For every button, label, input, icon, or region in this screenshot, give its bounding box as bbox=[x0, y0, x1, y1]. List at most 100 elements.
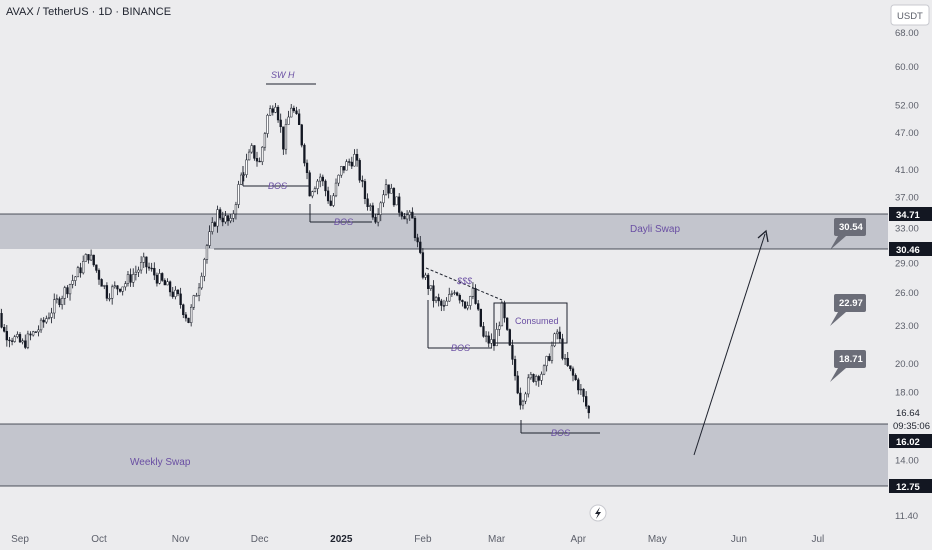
candle-body bbox=[474, 288, 477, 304]
time-tick-label: Jul bbox=[812, 534, 825, 545]
candle-body bbox=[503, 302, 506, 319]
candle-body bbox=[76, 267, 80, 278]
target-badge-2: 22.97 bbox=[830, 294, 866, 326]
candle-body bbox=[305, 162, 309, 173]
candle-body bbox=[100, 279, 103, 287]
candle-body bbox=[387, 184, 390, 194]
candle-body bbox=[282, 126, 285, 150]
price-tick-label: 33.00 bbox=[895, 224, 919, 235]
currency-button[interactable]: USDT bbox=[890, 4, 930, 26]
candle-body bbox=[395, 196, 398, 206]
candle-body bbox=[482, 326, 485, 337]
candle-body bbox=[508, 329, 511, 346]
price-tick-label: 68.00 bbox=[895, 28, 919, 39]
candle-body bbox=[232, 213, 235, 219]
candle-body bbox=[155, 274, 159, 284]
candle-body bbox=[66, 287, 69, 295]
candle-body bbox=[182, 304, 185, 316]
candle-body bbox=[450, 293, 454, 295]
candle-body bbox=[311, 191, 314, 197]
candle-body bbox=[229, 218, 232, 222]
candle-body bbox=[545, 356, 548, 367]
candle-body bbox=[434, 297, 438, 302]
candle-body bbox=[332, 195, 335, 206]
candle-body bbox=[129, 274, 132, 283]
candle-body bbox=[171, 291, 174, 297]
candle-body bbox=[424, 274, 427, 278]
candle-body bbox=[111, 286, 114, 299]
candle-body bbox=[37, 329, 40, 333]
candle-body bbox=[108, 298, 111, 300]
candle-body bbox=[403, 216, 406, 220]
candle-body bbox=[174, 289, 177, 297]
candle-body bbox=[55, 298, 59, 300]
candle-body bbox=[537, 376, 540, 381]
candle-body bbox=[118, 288, 122, 292]
candle-body bbox=[82, 261, 85, 274]
candle-body bbox=[324, 180, 327, 192]
candle-body bbox=[274, 106, 277, 113]
candle-body bbox=[440, 300, 443, 306]
candle-body bbox=[466, 305, 469, 309]
candlestick-series bbox=[0, 103, 590, 419]
consumed-box bbox=[493, 302, 568, 344]
candle-body bbox=[326, 190, 330, 202]
candle-body bbox=[345, 161, 348, 171]
candle-body bbox=[458, 294, 461, 301]
bos-label-3: BOS bbox=[451, 343, 470, 353]
candle-body bbox=[63, 287, 66, 299]
candle-body bbox=[587, 405, 590, 414]
candle-body bbox=[342, 166, 346, 171]
candle-body bbox=[477, 303, 480, 310]
candle-body bbox=[105, 285, 109, 299]
candle-body bbox=[366, 198, 369, 207]
price-tick-label: 18.00 bbox=[895, 387, 919, 398]
bos-label-4: BOS bbox=[551, 428, 570, 438]
candle-body bbox=[553, 333, 556, 347]
target-arrow-line bbox=[693, 233, 766, 456]
candle-body bbox=[384, 184, 388, 196]
candle-body bbox=[24, 340, 27, 348]
time-axis[interactable] bbox=[0, 530, 888, 550]
candle-body bbox=[511, 344, 514, 360]
candle-body bbox=[68, 284, 72, 295]
current-price-countdown: 09:35:06 bbox=[893, 421, 930, 432]
candle-body bbox=[353, 153, 356, 167]
candle-body bbox=[58, 298, 61, 306]
candle-body bbox=[163, 280, 166, 286]
candle-body bbox=[74, 276, 77, 281]
candle-body bbox=[548, 356, 551, 361]
candle-body bbox=[550, 345, 554, 361]
candle-body bbox=[71, 280, 74, 285]
candle-body bbox=[432, 285, 435, 302]
candle-body bbox=[145, 256, 148, 268]
lightning-icon[interactable] bbox=[589, 504, 607, 522]
candle-body bbox=[419, 241, 422, 253]
candle-body bbox=[400, 212, 403, 217]
candle-body bbox=[166, 281, 169, 286]
time-tick-label: Oct bbox=[91, 534, 107, 545]
candle-body bbox=[527, 377, 530, 395]
price-axis-ticks: 68.00 60.00 52.00 47.00 41.00 37.00 33.00 29.00… bbox=[895, 28, 919, 522]
candle-body bbox=[208, 231, 211, 246]
candle-body bbox=[190, 306, 193, 323]
candle-body bbox=[348, 161, 351, 163]
candle-body bbox=[10, 340, 14, 342]
candle-body bbox=[369, 205, 372, 207]
current-price-tag: 16.64 09:35:06 bbox=[893, 408, 930, 432]
weekly-swap-zone bbox=[0, 424, 888, 486]
candle-body bbox=[87, 254, 90, 261]
candle-body bbox=[585, 396, 588, 407]
candle-body bbox=[126, 274, 130, 284]
candle-body bbox=[558, 331, 561, 340]
candle-body bbox=[532, 374, 535, 382]
candle-body bbox=[205, 245, 209, 260]
currency-button-label: USDT bbox=[897, 11, 923, 22]
candle-body bbox=[316, 180, 319, 189]
candle-body bbox=[321, 176, 324, 182]
price-tag-16-02: 16.02 bbox=[889, 434, 932, 448]
candle-body bbox=[371, 205, 375, 218]
candle-body bbox=[200, 275, 203, 289]
candle-body bbox=[500, 302, 504, 327]
